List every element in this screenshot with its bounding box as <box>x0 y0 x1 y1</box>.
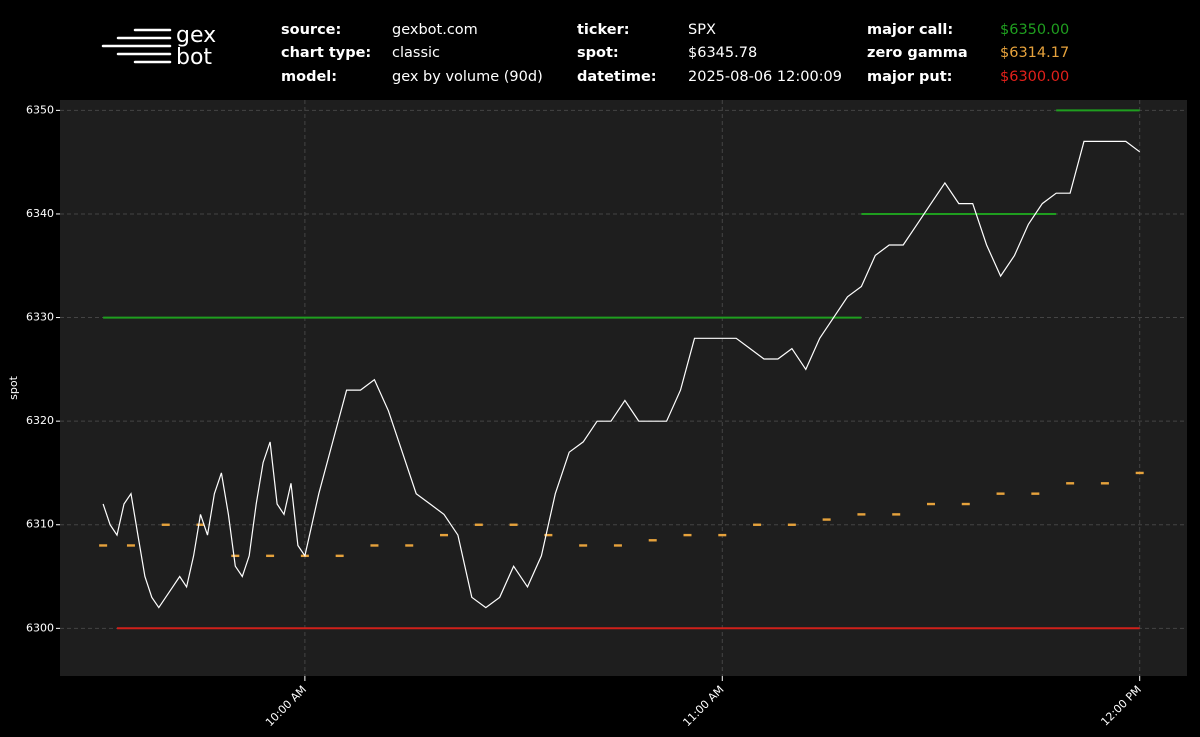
series-dot <box>579 544 588 547</box>
field-value: 2025-08-06 12:00:09 <box>688 69 842 85</box>
series-dot <box>1066 482 1075 485</box>
field-value: $6345.78 <box>688 45 757 61</box>
field-value: classic <box>392 45 440 61</box>
series-dot <box>405 544 414 547</box>
y-tick-label: 6300 <box>26 621 54 634</box>
series-dot <box>753 523 762 526</box>
field-label: major put: <box>867 69 952 85</box>
series-dot <box>648 539 657 542</box>
series-dot <box>926 502 935 506</box>
y-axis-label: spot <box>7 375 20 399</box>
series-dot <box>196 523 205 526</box>
logo-text: gex <box>176 23 216 48</box>
series-line <box>102 140 1141 609</box>
field-value: gexbot.com <box>392 22 478 38</box>
series-dot <box>787 523 796 526</box>
logo-text: bot <box>176 45 212 70</box>
series-dot <box>509 523 518 526</box>
field-label: ticker: <box>577 22 630 38</box>
field-value: $6314.17 <box>1000 45 1069 61</box>
series-dot <box>961 502 970 506</box>
series-dot <box>335 554 344 558</box>
field-label: source: <box>281 22 341 38</box>
series-dot <box>1135 471 1144 475</box>
series-dot <box>996 492 1005 495</box>
series-dot <box>99 544 108 547</box>
y-tick-label: 6310 <box>26 518 54 531</box>
field-label: spot: <box>577 45 619 61</box>
y-tick-label: 6320 <box>26 414 54 427</box>
y-tick-label: 6330 <box>26 311 54 324</box>
field-label: chart type: <box>281 45 371 61</box>
series-dot <box>822 518 831 521</box>
series-dot <box>1031 492 1040 495</box>
field-label: zero gamma <box>867 45 968 61</box>
series-dot <box>266 554 275 558</box>
series-dot <box>718 533 727 537</box>
series-dot <box>683 533 692 537</box>
series-dot <box>231 554 240 558</box>
series-dot <box>857 513 866 516</box>
y-tick-label: 6350 <box>26 103 54 116</box>
field-value: gex by volume (90d) <box>392 69 543 85</box>
logo <box>101 28 172 64</box>
series-dot <box>126 544 135 547</box>
series-dot <box>370 544 379 547</box>
y-tick-label: 6340 <box>26 207 54 220</box>
plot-area <box>60 100 1187 676</box>
field-value: $6300.00 <box>1000 69 1069 85</box>
series-dot <box>161 523 170 526</box>
series-dot <box>1100 482 1109 485</box>
field-label: datetime: <box>577 69 657 85</box>
series-dot <box>474 523 483 526</box>
series-dot <box>613 544 622 547</box>
field-value: SPX <box>688 22 716 38</box>
series-dot <box>440 533 449 537</box>
field-label: major call: <box>867 22 953 38</box>
field-label: model: <box>281 69 337 85</box>
field-value: $6350.00 <box>1000 22 1069 38</box>
series-dot <box>544 533 553 537</box>
series-dot <box>892 513 901 516</box>
